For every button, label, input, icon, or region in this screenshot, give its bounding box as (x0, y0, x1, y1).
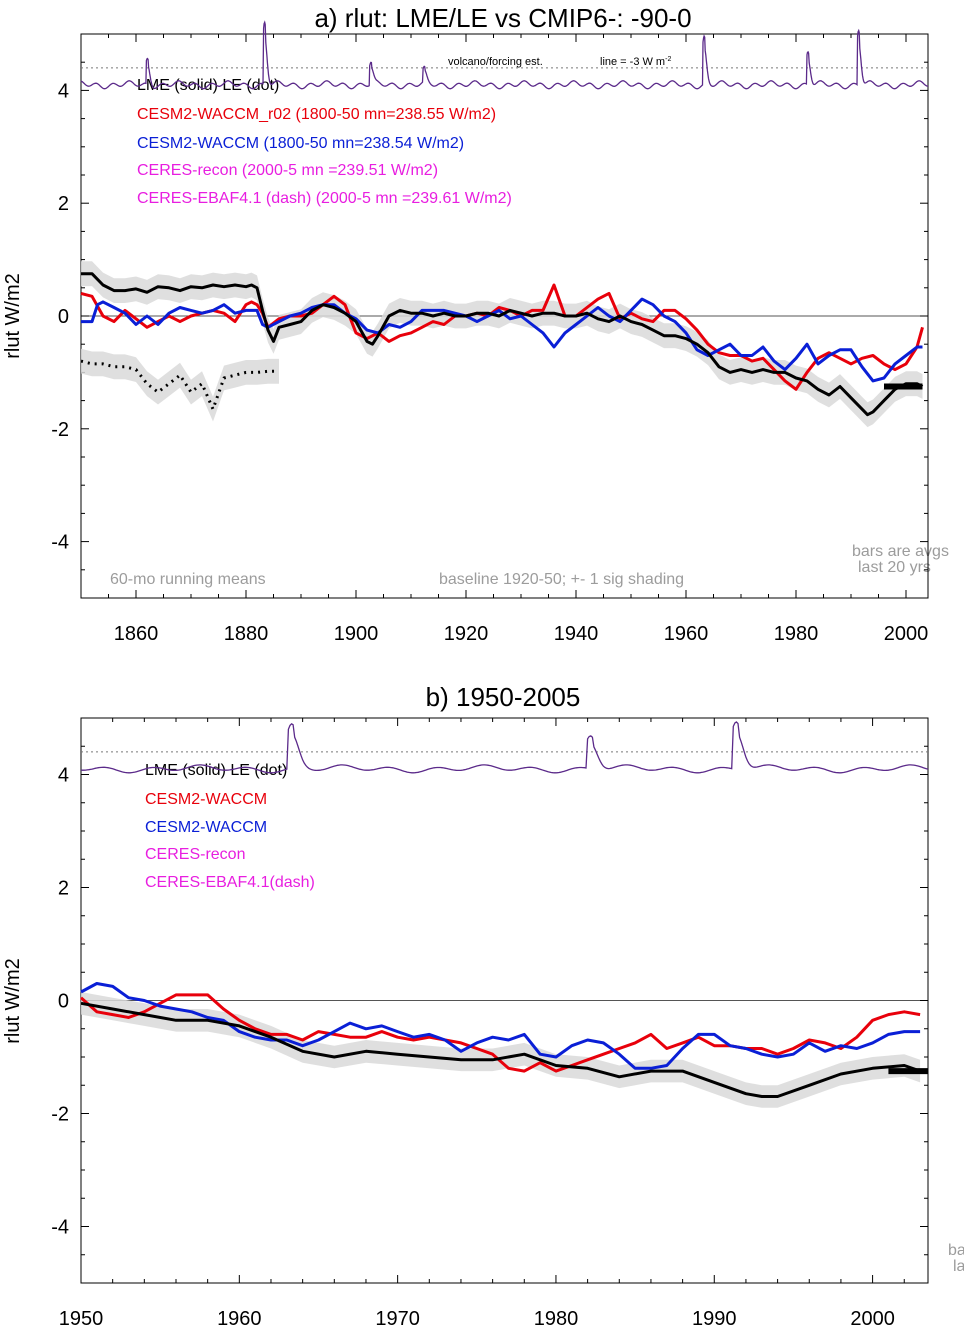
series-cesm2-waccm (80, 982, 921, 1070)
panel-a: a) rlut: LME/LE vs CMIP6-: -90-0 rlut W/… (2, 3, 949, 645)
line-note-text: line = -3 W m (600, 56, 665, 68)
bars-annotation-1: bars are avgs (852, 543, 949, 560)
x-tick-label: 1960 (217, 1308, 262, 1325)
legend-entry-cesm2-waccm: CESM2-WACCM (1800-50 mn=238.54 W/m2) (137, 135, 464, 152)
legend-entry-ceres-recon: CERES-recon (2000-5 mn =239.51 W/m2) (137, 162, 438, 179)
x-tick-label: 1900 (334, 623, 379, 645)
running-mean-annotation: 60-mo running means (110, 571, 266, 588)
x-tick-label: 1920 (444, 623, 489, 645)
x-tick-label: 1980 (534, 1308, 579, 1325)
y-tick-label: 2 (58, 878, 69, 900)
legend-entry-lme-le: LME (solid) LE (dot) (145, 762, 287, 779)
shading-lme-solid (81, 992, 921, 1108)
legend-entry-ceres-ebaf: CERES-EBAF4.1 (dash) (2000-5 mn =239.61 … (137, 190, 512, 207)
x-tick-label: 1980 (774, 623, 819, 645)
x-tick-label: 1990 (692, 1308, 737, 1325)
y-tick-label: 0 (58, 306, 69, 328)
y-tick-label: -4 (51, 1217, 69, 1239)
line-note-annotation: line = -3 W m-2 (600, 56, 671, 68)
series-cesm2-waccm (80, 993, 921, 1073)
y-tick-label: 0 (58, 991, 69, 1013)
y-tick-label: 4 (58, 80, 69, 102)
y-tick-label: -2 (51, 1104, 69, 1126)
legend-entry-ceres-recon: CERES-recon (145, 846, 245, 863)
legend-entry-cesm2-waccm-r02: CESM2-WACCM_r02 (1800-50 mn=238.55 W/m2) (137, 106, 496, 123)
x-tick-label: 2000 (884, 623, 929, 645)
legend: LME (solid) LE (dot) CESM2-WACCM_r02 (18… (137, 77, 512, 207)
panel-b: b) 1950-2005 rlut W/m2 LME (solid) LE (d… (2, 682, 964, 1325)
legend-entry-cesm2-waccm-blue: CESM2-WACCM (145, 819, 267, 836)
x-tick-label: 1940 (554, 623, 599, 645)
series-lme-solid (81, 272, 924, 417)
series-le-dot (80, 359, 279, 411)
legend: LME (solid) LE (dot) CESM2-WACCM CESM2-W… (145, 762, 315, 891)
x-tick-label: 1960 (664, 623, 709, 645)
legend-entry-cesm2-waccm-red: CESM2-WACCM (145, 791, 267, 808)
x-tick-label: 1970 (375, 1308, 420, 1325)
annotations: volcano/forcing est. line = -3 W m-2 60-… (110, 56, 949, 588)
bars-annotation-1: bars are avgs (948, 1242, 964, 1259)
x-tick-label: 2000 (850, 1308, 895, 1325)
volcano-forcing-line (81, 721, 929, 774)
shading-le-dot (81, 348, 279, 422)
volcano-forcing-line (80, 20, 929, 90)
x-tick-label: 1950 (59, 1308, 104, 1325)
x-tick-label: 1880 (224, 623, 269, 645)
baseline-annotation: baseline 1920-50; +- 1 sig shading (439, 571, 684, 588)
line-note-superscript: -2 (665, 56, 671, 63)
annotations: bars are avgs last 20 yrs (948, 1242, 964, 1275)
y-tick-label: 4 (58, 765, 69, 787)
y-axis-label: rlut W/m2 (2, 273, 24, 359)
shading-lme-solid (81, 261, 923, 428)
chart-title: b) 1950-2005 (426, 682, 581, 712)
bars-annotation-2: last 20 yrs (953, 1258, 964, 1275)
legend-entry-ceres-ebaf: CERES-EBAF4.1(dash) (145, 874, 315, 891)
y-tick-label: -2 (51, 419, 69, 441)
chart-title: a) rlut: LME/LE vs CMIP6-: -90-0 (314, 3, 691, 33)
series-lme-solid (80, 1001, 921, 1098)
volcano-annotation: volcano/forcing est. (448, 56, 543, 68)
y-axis-label: rlut W/m2 (2, 958, 24, 1044)
y-tick-label: 2 (58, 193, 69, 215)
y-tick-label: -4 (51, 532, 69, 554)
x-tick-label: 1860 (114, 623, 159, 645)
bars-annotation-2: last 20 yrs (858, 559, 931, 576)
